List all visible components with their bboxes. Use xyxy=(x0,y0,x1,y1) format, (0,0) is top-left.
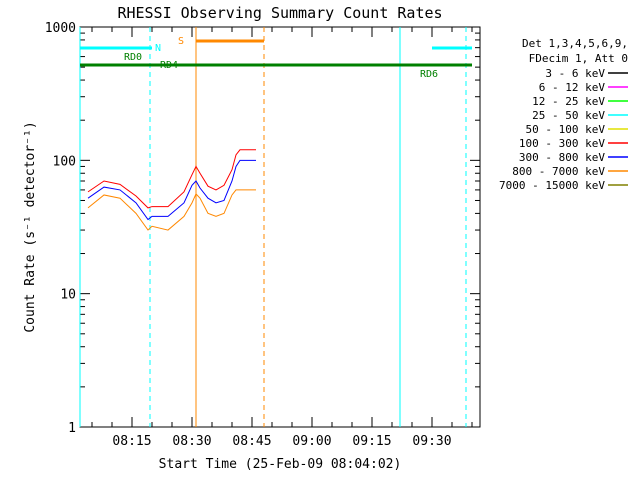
legend-entry-label: 100 - 300 keV xyxy=(519,137,605,150)
x-tick-label: 09:00 xyxy=(292,434,331,449)
plot-frame xyxy=(79,26,481,428)
x-tick-label: 09:15 xyxy=(352,434,391,449)
series-line xyxy=(87,189,256,231)
y-ticks: 1 10 100 1000 xyxy=(45,21,480,436)
legend-entry-label: 25 - 50 keV xyxy=(532,109,605,122)
legend-header: FDecim 1, Att 0 xyxy=(529,52,628,65)
x-tick-label: 08:45 xyxy=(232,434,271,449)
legend-entry-label: 50 - 100 keV xyxy=(526,123,606,136)
legend-entry-label: 12 - 25 keV xyxy=(532,95,605,108)
legend: Det 1,3,4,5,6,9, FDecim 1, Att 0 3 - 6 keV… xyxy=(499,37,628,192)
x-tick-label: 08:15 xyxy=(112,434,151,449)
legend-entry-label: 7000 - 15000 keV xyxy=(499,179,605,192)
y-tick-label: 10 xyxy=(60,288,76,303)
legend-entry-label: 6 - 12 keV xyxy=(539,81,606,94)
flag-bars: RD0 N S RD4 RD6 xyxy=(80,36,472,80)
legend-entry-label: 3 - 6 keV xyxy=(545,67,605,80)
flag-label: RD6 xyxy=(420,69,438,80)
x-tick-label: 08:30 xyxy=(172,434,211,449)
x-axis-label: Start Time (25-Feb-09 08:04:02) xyxy=(159,457,402,472)
series-curves xyxy=(87,149,256,231)
legend-entry-label: 300 - 800 keV xyxy=(519,151,605,164)
flag-label: RD0 xyxy=(124,52,142,63)
y-tick-label: 100 xyxy=(53,154,76,169)
chart-title: RHESSI Observing Summary Count Rates xyxy=(117,4,442,22)
series-line xyxy=(87,159,256,221)
y-axis-label: Count Rate (s⁻¹ detector⁻¹) xyxy=(23,121,38,332)
y-tick-label: 1000 xyxy=(45,21,76,36)
x-ticks: 08:15 08:30 08:45 09:00 09:15 09:30 xyxy=(91,27,473,449)
flag-label: RD4 xyxy=(160,60,178,71)
legend-entry-label: 800 - 7000 keV xyxy=(512,165,605,178)
x-tick-label: 09:30 xyxy=(412,434,451,449)
legend-header: Det 1,3,4,5,6,9, xyxy=(522,37,628,50)
flag-label: N xyxy=(155,43,161,54)
vertical-markers xyxy=(79,27,467,427)
series-line xyxy=(87,149,256,209)
flag-label: S xyxy=(178,36,184,47)
y-tick-label: 1 xyxy=(68,421,76,436)
